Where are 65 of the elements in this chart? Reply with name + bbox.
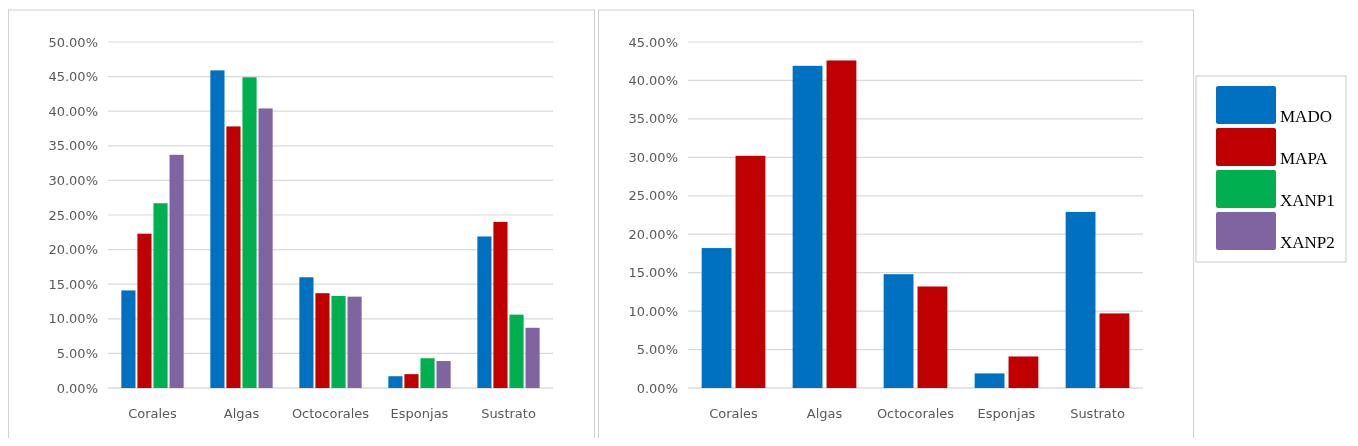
legend-label: MADO (1280, 107, 1332, 126)
legend-label: XANP2 (1280, 233, 1335, 252)
y-tick-label: 10.00% (48, 311, 98, 327)
legend-label: XANP1 (1280, 191, 1335, 210)
bar (121, 290, 136, 388)
x-tick-label: Esponjas (390, 406, 449, 421)
legend-label: MAPA (1280, 149, 1329, 168)
bar (1008, 356, 1039, 388)
bar (258, 108, 273, 388)
bar (299, 277, 314, 388)
bar (883, 274, 914, 388)
y-tick-label: 35.00% (48, 138, 98, 154)
y-tick-label: 25.00% (628, 188, 678, 204)
x-tick-label: Sustrato (481, 406, 536, 421)
y-tick-label: 0.00% (56, 380, 98, 396)
bar (1099, 313, 1130, 388)
x-tick-label: Corales (128, 406, 178, 421)
y-tick-label: 15.00% (628, 265, 678, 281)
y-tick-label: 20.00% (48, 242, 98, 258)
x-tick-label: Algas (223, 406, 260, 421)
bar (525, 327, 540, 388)
x-tick-label: Sustrato (1070, 406, 1125, 421)
bar (153, 203, 168, 388)
bar (347, 296, 362, 388)
bar (792, 65, 823, 388)
x-tick-label: Octocorales (291, 406, 370, 421)
bar (493, 221, 508, 388)
y-tick-label: 5.00% (56, 345, 98, 361)
bar (242, 77, 257, 388)
bar (404, 374, 419, 388)
y-tick-label: 30.00% (48, 172, 98, 188)
y-tick-label: 45.00% (48, 69, 98, 85)
y-tick-label: 5.00% (636, 342, 678, 358)
y-tick-label: 10.00% (628, 303, 678, 319)
bar (1065, 211, 1096, 388)
bar (137, 233, 152, 388)
y-tick-label: 50.00% (48, 34, 98, 50)
x-tick-label: Esponjas (977, 406, 1036, 421)
y-tick-label: 30.00% (628, 149, 678, 165)
bar (388, 376, 403, 388)
y-tick-label: 40.00% (628, 72, 678, 88)
y-tick-label: 15.00% (48, 276, 98, 292)
y-tick-label: 40.00% (48, 103, 98, 119)
bar (436, 361, 451, 388)
bar (701, 248, 732, 388)
y-tick-label: 20.00% (628, 226, 678, 242)
bar (826, 60, 857, 388)
bar (735, 155, 766, 388)
bar (420, 358, 435, 388)
bar (509, 314, 524, 388)
x-tick-label: Corales (709, 406, 759, 421)
x-tick-label: Octocorales (876, 406, 955, 421)
y-tick-label: 35.00% (628, 111, 678, 127)
bar (917, 286, 948, 388)
bar (331, 295, 346, 388)
y-tick-label: 0.00% (636, 380, 678, 396)
bar (477, 236, 492, 388)
bar (974, 373, 1005, 388)
y-tick-label: 25.00% (48, 207, 98, 223)
bar (226, 126, 241, 388)
bar (169, 154, 184, 388)
bar (315, 293, 330, 388)
y-tick-label: 45.00% (628, 34, 678, 50)
bar (210, 70, 225, 388)
x-tick-label: Algas (806, 406, 843, 421)
